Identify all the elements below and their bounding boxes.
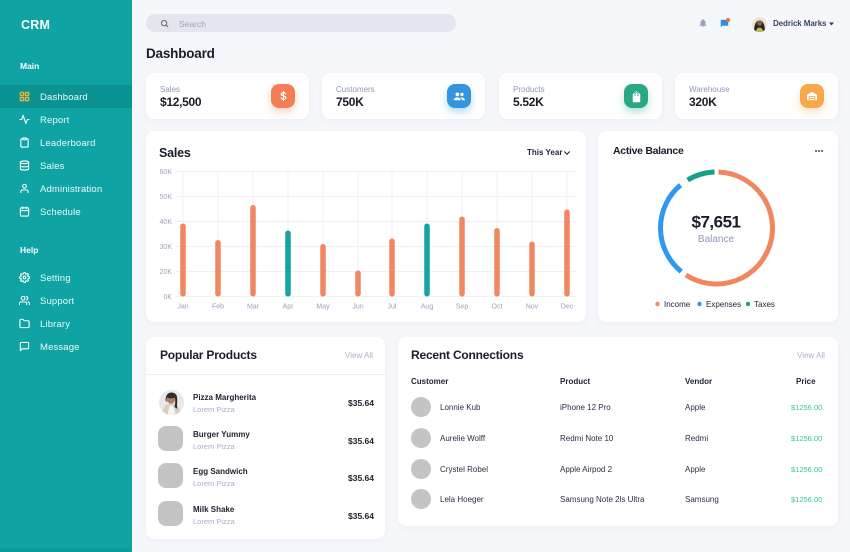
svg-text:Jun: Jun: [352, 304, 363, 311]
svg-text:Nov: Nov: [526, 304, 539, 311]
svg-text:Feb: Feb: [212, 304, 224, 311]
svg-text:Jul: Jul: [388, 304, 397, 311]
svg-text:Jan: Jan: [177, 304, 188, 311]
svg-text:0K: 0K: [163, 294, 172, 301]
svg-text:Oct: Oct: [492, 304, 503, 311]
svg-text:60K: 60K: [160, 169, 173, 176]
svg-text:Income: Income: [664, 300, 691, 309]
svg-text:Mar: Mar: [247, 304, 260, 311]
svg-text:50K: 50K: [160, 194, 173, 201]
svg-text:Taxes: Taxes: [754, 300, 775, 309]
svg-text:$7,651: $7,651: [692, 213, 741, 232]
svg-text:May: May: [316, 304, 330, 311]
svg-text:Dec: Dec: [561, 304, 574, 311]
svg-text:Balance: Balance: [698, 234, 735, 245]
svg-text:Apr: Apr: [283, 304, 295, 311]
svg-text:30K: 30K: [160, 244, 173, 251]
svg-text:20K: 20K: [160, 269, 173, 276]
svg-text:40K: 40K: [160, 219, 173, 226]
svg-text:Aug: Aug: [421, 304, 434, 311]
svg-text:Expenses: Expenses: [706, 300, 741, 309]
svg-text:Sep: Sep: [456, 304, 469, 311]
